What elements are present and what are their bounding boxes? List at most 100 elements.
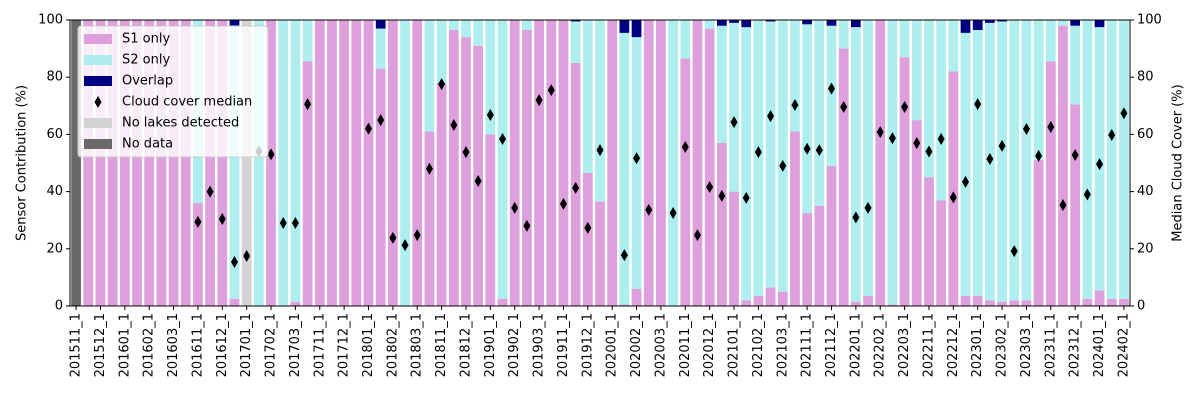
bar-segment bbox=[765, 287, 776, 306]
cloud-marker bbox=[888, 132, 896, 145]
y-tick-label: 0 bbox=[55, 299, 63, 314]
x-tick-label: 201801_1 bbox=[361, 313, 376, 377]
bar-segment bbox=[1058, 25, 1068, 306]
bar-segment bbox=[1119, 20, 1129, 299]
cloud-marker bbox=[584, 221, 592, 234]
bar-segment bbox=[887, 20, 898, 305]
bar-segment bbox=[1070, 20, 1081, 26]
bar-segment bbox=[826, 165, 837, 306]
cloud-marker bbox=[389, 231, 397, 244]
bar-segment bbox=[229, 25, 240, 299]
cloud-marker bbox=[620, 249, 628, 262]
x-tick-label: 201601_1 bbox=[117, 313, 132, 377]
cloud-marker bbox=[925, 145, 933, 158]
bar-segment bbox=[180, 20, 191, 306]
cloud-marker bbox=[535, 94, 543, 107]
bar-segment bbox=[1045, 61, 1056, 306]
bar-segment bbox=[461, 37, 471, 306]
cloud-marker bbox=[803, 142, 811, 155]
bar-segment bbox=[1119, 298, 1129, 306]
bar-segment bbox=[729, 22, 739, 192]
bar-segment bbox=[619, 20, 630, 33]
bar-segment bbox=[960, 295, 971, 306]
legend-label: S1 only bbox=[122, 32, 170, 47]
cloud-marker bbox=[511, 201, 519, 214]
cloud-marker bbox=[230, 255, 238, 268]
cloud-marker bbox=[1059, 199, 1067, 212]
bar-segment bbox=[899, 57, 910, 307]
y2-tick-label: 60 bbox=[1137, 127, 1154, 142]
cloud-marker bbox=[572, 181, 580, 194]
legend-swatch bbox=[84, 76, 112, 86]
bar-segment bbox=[716, 142, 727, 306]
cloud-marker bbox=[279, 217, 287, 230]
cloud-marker bbox=[450, 118, 458, 131]
bar-segment bbox=[985, 20, 995, 23]
cloud-marker bbox=[693, 229, 701, 242]
bar-segment bbox=[838, 48, 849, 306]
x-tick-label: 202312_1 bbox=[1068, 313, 1083, 377]
cloud-marker bbox=[864, 201, 872, 214]
x-tick-label: 201911_1 bbox=[556, 313, 571, 377]
bar-segment bbox=[802, 24, 812, 214]
bar-segment bbox=[497, 20, 508, 299]
y-tick-label: 20 bbox=[46, 241, 63, 256]
x-tick-label: 202302_1 bbox=[995, 313, 1010, 377]
x-tick-label: 201511_1 bbox=[69, 313, 84, 377]
y2-tick-label: 0 bbox=[1137, 299, 1145, 314]
bar-segment bbox=[1094, 290, 1105, 306]
cloud-marker bbox=[486, 108, 494, 121]
bar-segment bbox=[1058, 20, 1068, 26]
cloud-marker bbox=[1071, 148, 1079, 161]
bar-segment bbox=[302, 61, 313, 306]
cloud-marker bbox=[852, 211, 860, 224]
bar-segment bbox=[375, 68, 386, 307]
bar-segment bbox=[168, 20, 179, 306]
bar-segment bbox=[290, 20, 301, 302]
bar-segment bbox=[534, 20, 544, 306]
cloud-marker bbox=[706, 181, 714, 194]
x-tick-label: 202203_1 bbox=[897, 313, 912, 377]
bar-segment bbox=[546, 20, 557, 306]
cloud-marker bbox=[645, 203, 653, 216]
bar-segment bbox=[558, 20, 569, 306]
bar-segment bbox=[570, 20, 581, 22]
x-tick-label: 202011_1 bbox=[678, 313, 693, 377]
cloud-marker bbox=[718, 189, 726, 202]
x-tick-label: 202202_1 bbox=[873, 313, 888, 377]
bar-segment bbox=[582, 173, 593, 306]
bar-segment bbox=[253, 20, 264, 306]
x-tick-label: 201902_1 bbox=[507, 313, 522, 377]
bar-segment bbox=[339, 20, 350, 306]
bar-segment bbox=[1033, 160, 1044, 306]
bar-segment bbox=[814, 205, 825, 306]
bar-segment bbox=[924, 20, 934, 178]
bar-segment bbox=[704, 28, 715, 307]
x-tick-label: 201711_1 bbox=[312, 313, 327, 377]
cloud-marker bbox=[754, 146, 762, 159]
bar-segment bbox=[582, 20, 593, 174]
bar-segment bbox=[850, 27, 861, 302]
cloud-marker bbox=[438, 78, 446, 91]
bar-segment bbox=[619, 304, 630, 306]
cloud-marker bbox=[949, 191, 957, 204]
cloud-marker bbox=[669, 207, 677, 220]
bar-segment bbox=[875, 20, 886, 306]
bar-segment bbox=[448, 20, 459, 31]
bar-segment bbox=[838, 20, 849, 49]
x-tick-label: 202211_1 bbox=[921, 313, 936, 377]
x-tick-label: 201612_1 bbox=[215, 313, 230, 377]
bar-segment bbox=[1106, 298, 1117, 306]
cloud-marker bbox=[937, 132, 945, 145]
cloud-marker bbox=[1108, 128, 1116, 141]
bar-segment bbox=[314, 20, 325, 306]
bar-segment bbox=[911, 20, 922, 121]
bar-segment bbox=[729, 20, 739, 23]
bar-segment bbox=[1009, 300, 1020, 306]
bar-segment bbox=[570, 21, 581, 63]
bar-segment bbox=[631, 288, 642, 306]
bar-segment bbox=[193, 203, 203, 306]
x-tick-label: 202402_1 bbox=[1116, 313, 1131, 377]
bar-segment bbox=[412, 20, 423, 306]
